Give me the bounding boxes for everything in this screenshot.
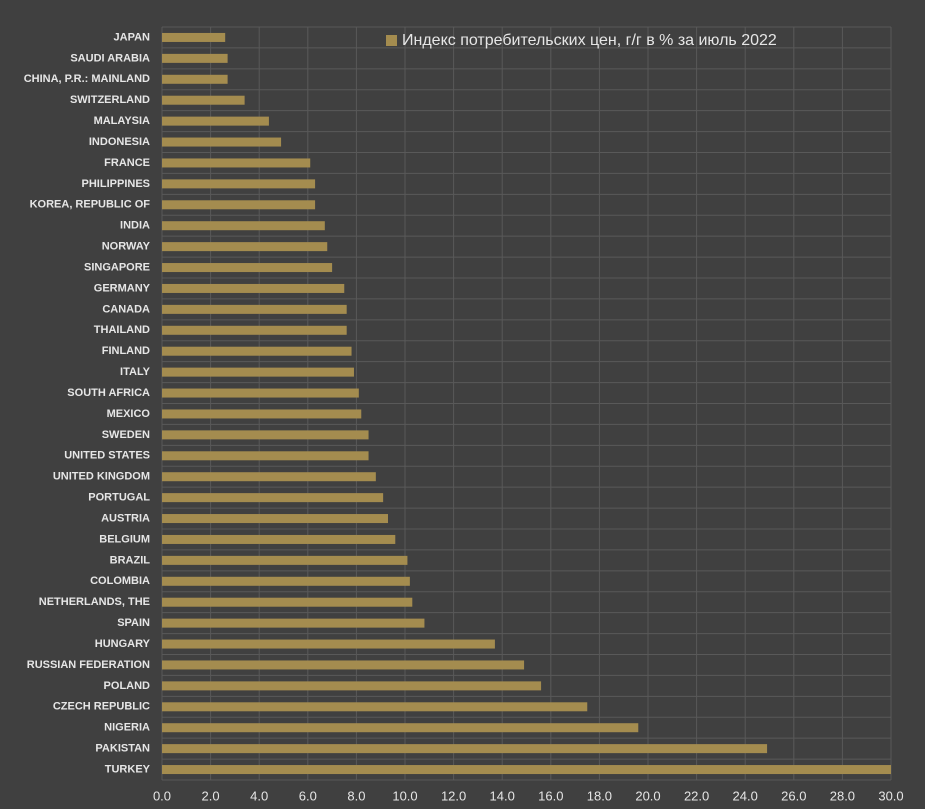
bar [162,409,362,419]
bar [162,555,408,565]
bar [162,618,425,628]
bar [162,283,345,293]
y-tick-label: HUNGARY [95,638,151,650]
y-tick-label: SINGAPORE [84,261,150,273]
y-tick-label: THAILAND [94,324,150,336]
bar [162,221,325,231]
bar [162,53,228,63]
y-tick-label: FINLAND [102,345,150,357]
y-tick-label: FRANCE [104,157,150,169]
y-tick-label: AUSTRIA [101,512,150,524]
y-tick-label: NETHERLANDS, THE [39,596,150,608]
x-tick-label: 18.0 [587,788,612,803]
x-tick-label: 12.0 [441,788,466,803]
legend-label: Индекс потребительских цен, г/г в % за и… [402,32,777,49]
bar [162,158,311,168]
x-tick-label: 14.0 [490,788,515,803]
bar [162,242,328,252]
y-tick-label: SOUTH AFRICA [67,387,150,399]
bar [162,472,376,482]
x-tick-label: 22.0 [684,788,709,803]
y-tick-label: GERMANY [94,282,151,294]
bar [162,744,768,754]
bar [162,388,359,398]
y-tick-label: SWITZERLAND [70,94,150,106]
bar [162,534,396,544]
bar [162,200,316,210]
bar [162,263,333,273]
bar [162,137,282,147]
x-tick-label: 20.0 [635,788,660,803]
y-tick-label: COLOMBIA [90,575,150,587]
y-tick-label: SWEDEN [102,429,150,441]
bar [162,723,639,733]
bar [162,639,495,649]
y-tick-label: KOREA, REPUBLIC OF [30,199,151,211]
x-tick-label: 4.0 [250,788,268,803]
bar [162,681,542,691]
x-tick-label: 24.0 [733,788,758,803]
bar [162,451,369,461]
x-tick-label: 30.0 [878,788,903,803]
bar [162,74,228,84]
bar [162,325,347,335]
bar [162,95,245,105]
x-tick-label: 2.0 [202,788,220,803]
x-tick-label: 0.0 [153,788,171,803]
y-tick-label: BELGIUM [99,533,150,545]
x-tick-label: 6.0 [299,788,317,803]
y-tick-label: BRAZIL [110,554,151,566]
y-tick-label: PORTUGAL [88,492,150,504]
y-tick-label: PHILIPPINES [82,178,150,190]
y-tick-label: MALAYSIA [94,115,150,127]
y-tick-label: SAUDI ARABIA [70,52,150,64]
y-tick-label: JAPAN [114,31,151,43]
y-tick-label: POLAND [104,680,151,692]
x-tick-label: 10.0 [392,788,417,803]
y-tick-label: INDIA [120,220,150,232]
y-tick-label: ITALY [120,366,151,378]
bar [162,367,354,377]
bar [162,660,525,670]
bar [162,430,369,440]
y-tick-label: CZECH REPUBLIC [53,701,150,713]
bar [162,765,891,775]
y-tick-label: UNITED STATES [64,450,150,462]
bar [162,514,388,524]
bar [162,116,269,126]
y-tick-label: PAKISTAN [95,743,150,755]
x-tick-label: 8.0 [347,788,365,803]
legend-swatch [386,35,397,46]
x-tick-label: 16.0 [538,788,563,803]
y-tick-label: SPAIN [117,617,150,629]
y-tick-label: CHINA, P.R.: MAINLAND [24,73,150,85]
bar [162,576,410,586]
y-tick-label: UNITED KINGDOM [53,471,150,483]
x-tick-label: 26.0 [781,788,806,803]
bar [162,597,413,607]
bar [162,493,384,503]
y-tick-label: TURKEY [105,763,151,775]
bar [162,32,226,42]
bar [162,179,316,189]
y-tick-label: MEXICO [107,408,151,420]
y-tick-label: INDONESIA [89,136,150,148]
y-tick-label: RUSSIAN FEDERATION [27,659,150,671]
y-tick-label: NIGERIA [104,722,150,734]
y-tick-label: CANADA [102,303,150,315]
bar [162,304,347,314]
x-tick-label: 28.0 [830,788,855,803]
bar [162,346,352,356]
bar [162,702,588,712]
y-tick-label: NORWAY [102,241,151,253]
